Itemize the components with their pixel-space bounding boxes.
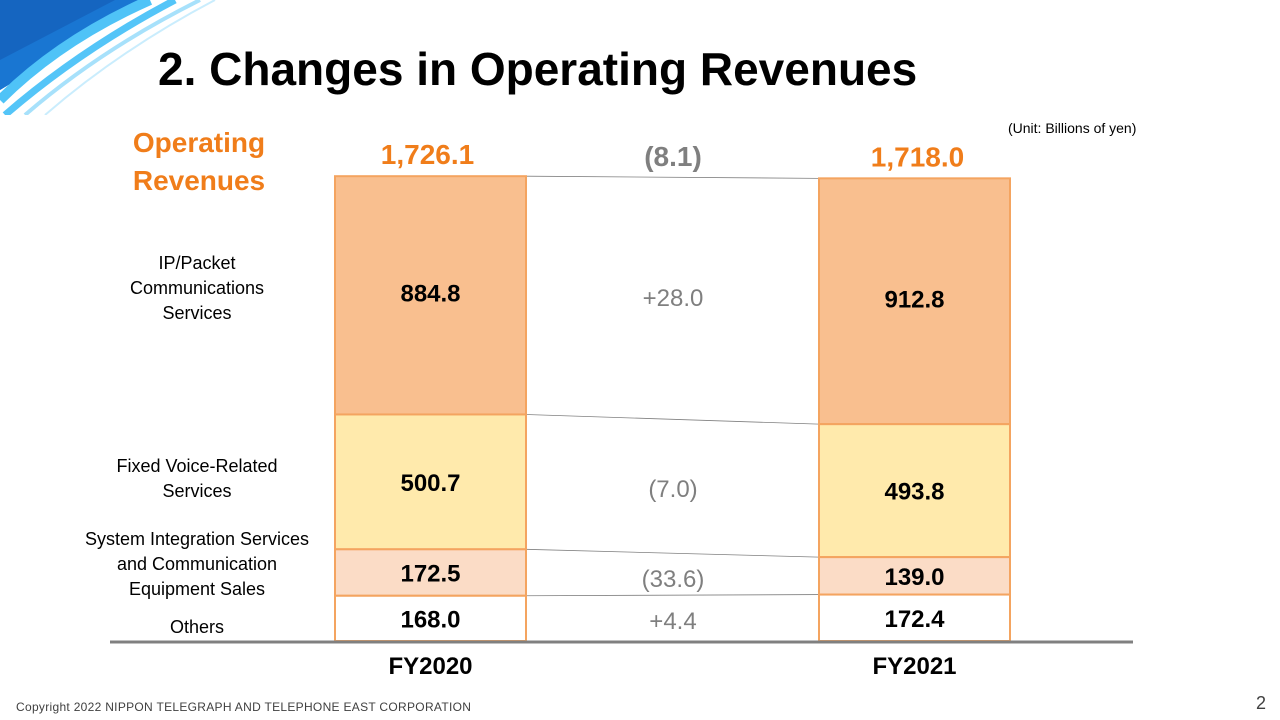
total-label: 1,726.1	[381, 139, 474, 170]
data-label: 884.8	[400, 280, 460, 307]
bar-segment	[334, 175, 527, 416]
series-label-line: Services	[162, 303, 232, 323]
copyright: Copyright 2022 NIPPON TELEGRAPH AND TELE…	[16, 700, 472, 714]
unit-note: (Unit: Billions of yen)	[1008, 120, 1137, 136]
page-title: 2. Changes in Operating Revenues	[158, 43, 918, 95]
series-label: Others	[77, 615, 317, 640]
bar-segment	[818, 423, 1011, 559]
corner-decoration	[0, 0, 216, 115]
change-label: (33.6)	[642, 566, 705, 593]
total-change-label: (8.1)	[644, 141, 702, 172]
change-label: (7.0)	[648, 476, 697, 503]
series-label-line: Fixed Voice-Related	[116, 456, 278, 476]
connector-line	[525, 548, 820, 558]
chart-title: Operating Revenues	[132, 127, 266, 196]
page-number: 2	[1256, 693, 1267, 713]
data-label: 912.8	[884, 286, 944, 313]
data-label: 500.7	[400, 470, 460, 497]
series-label-line: Communications	[129, 278, 265, 298]
data-label: 172.4	[884, 606, 945, 633]
series-label-line: Equipment Sales	[128, 579, 266, 599]
series-label-line: Others	[169, 617, 225, 637]
series-label: IP/Packet Communications Services	[77, 251, 317, 326]
bar-segment	[818, 556, 1011, 596]
x-tick-label: FY2021	[872, 653, 956, 680]
series-label-line: and Communication	[116, 554, 278, 574]
change-label: +4.4	[649, 608, 696, 635]
series-label-line: Services	[162, 481, 232, 501]
series-label-line: IP/Packet	[158, 253, 236, 273]
series-label-line: System Integration Services	[84, 529, 310, 549]
data-label: 139.0	[884, 564, 944, 591]
total-label: 1,718.0	[871, 141, 964, 172]
bar-segment	[818, 177, 1011, 426]
series-label: System Integration Services and Communica…	[77, 527, 317, 602]
data-label: 172.5	[400, 561, 460, 588]
connector-line	[525, 175, 820, 179]
x-tick-label: FY2020	[388, 653, 472, 680]
data-label: 493.8	[884, 479, 944, 506]
bar-segment	[818, 593, 1011, 643]
bar-segment	[334, 413, 527, 551]
data-label: 168.0	[400, 606, 460, 633]
connector-line	[525, 414, 820, 425]
series-label: Fixed Voice-Related Services	[77, 454, 317, 504]
connector-line	[525, 594, 820, 597]
bar-segment	[334, 594, 527, 643]
change-label: +28.0	[643, 285, 704, 312]
